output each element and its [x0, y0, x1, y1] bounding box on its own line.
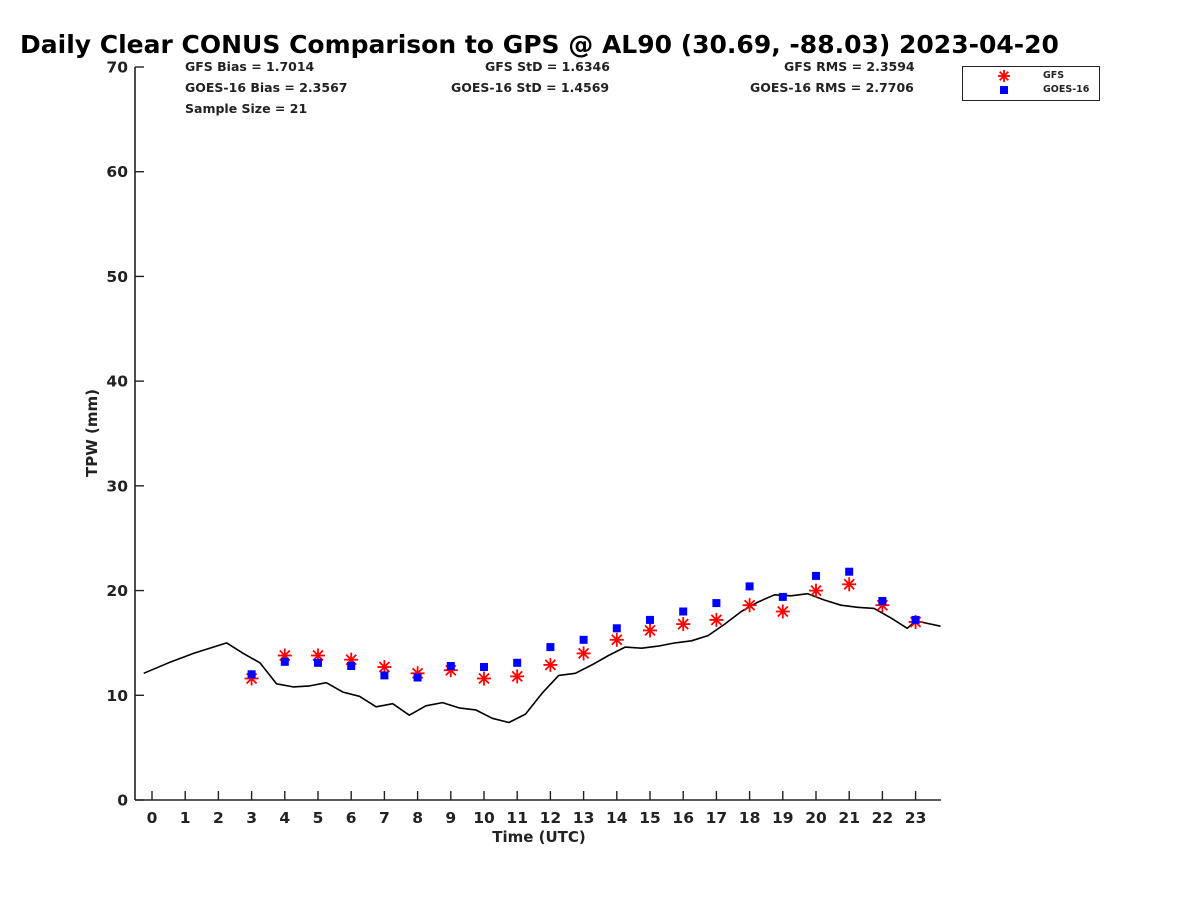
- goes-point: [280, 657, 289, 666]
- sample-size-text: Sample Size = 21: [185, 101, 308, 116]
- legend: GFS GOES-16: [962, 66, 1100, 101]
- legend-item-gfs: GFS: [963, 69, 1099, 83]
- x-tick-label: 11: [506, 809, 528, 827]
- gfs-std-text: GFS StD = 1.6346: [485, 59, 610, 74]
- goes-bias-text: GOES-16 Bias = 2.3567: [185, 80, 348, 95]
- goes-std-text: GOES-16 StD = 1.4569: [451, 80, 610, 95]
- x-tick-label: 12: [540, 809, 562, 827]
- goes-point: [247, 670, 256, 679]
- goes-point: [446, 662, 455, 670]
- x-tick-label: 1: [180, 809, 191, 827]
- goes-point: [712, 599, 721, 608]
- gfs-rms-text: GFS RMS = 2.3594: [784, 59, 915, 74]
- legend-item-goes: GOES-16: [963, 83, 1099, 97]
- x-tick-label: 7: [379, 809, 390, 827]
- goes-point: [745, 582, 754, 591]
- x-tick-label: 5: [313, 809, 324, 827]
- x-tick-label: 21: [838, 809, 860, 827]
- goes-rms-text: GOES-16 RMS = 2.7706: [750, 80, 914, 95]
- gps-line: [143, 592, 941, 724]
- gfs-point: [842, 577, 857, 592]
- goes-point: [546, 643, 555, 652]
- gfs-point: [576, 646, 591, 661]
- legend-label-goes: GOES-16: [1043, 84, 1090, 95]
- goes-point: [646, 615, 654, 624]
- gfs-point: [543, 657, 558, 672]
- x-axis-label: Time (UTC): [492, 828, 586, 846]
- x-tick-label: 8: [412, 809, 423, 827]
- goes-point: [612, 624, 621, 633]
- gfs-point: [676, 617, 691, 632]
- gfs-point: [809, 583, 823, 598]
- y-tick-label: 10: [106, 687, 128, 705]
- goes-point: [778, 592, 787, 601]
- x-tick-label: 3: [246, 809, 257, 827]
- x-tick-label: 6: [346, 809, 357, 827]
- x-tick-label: 16: [672, 809, 694, 827]
- y-tick-label: 30: [106, 477, 128, 495]
- gfs-point: [477, 671, 491, 686]
- y-tick-label: 60: [106, 163, 128, 181]
- goes-point: [812, 571, 820, 580]
- goes-point: [845, 567, 854, 576]
- x-tick-label: 10: [473, 809, 495, 827]
- goes-point: [911, 615, 920, 624]
- goes-point: [413, 673, 422, 682]
- x-tick-label: 14: [606, 809, 628, 827]
- asterisk-icon: [998, 70, 1010, 82]
- x-tick-label: 20: [805, 809, 827, 827]
- y-tick-label: 0: [117, 792, 128, 810]
- y-tick-label: 50: [106, 268, 128, 286]
- goes-point: [513, 658, 522, 667]
- y-axis-label: TPW (mm): [83, 389, 101, 477]
- legend-label-gfs: GFS: [1043, 70, 1065, 81]
- y-tick-label: 40: [106, 373, 128, 391]
- y-tick-label: 70: [106, 59, 128, 77]
- gfs-point: [742, 598, 757, 613]
- goes-point: [579, 635, 588, 644]
- square-icon: [1000, 86, 1008, 94]
- goes-point: [480, 663, 488, 671]
- x-tick-label: 23: [905, 809, 927, 827]
- gfs-point: [510, 669, 525, 684]
- gfs-bias-text: GFS Bias = 1.7014: [185, 59, 315, 74]
- x-tick-label: 13: [573, 809, 595, 827]
- goes-point: [314, 658, 322, 667]
- x-tick-label: 4: [279, 809, 290, 827]
- x-tick-label: 19: [772, 809, 794, 827]
- gfs-point: [709, 612, 724, 627]
- x-tick-label: 18: [739, 809, 761, 827]
- x-tick-label: 17: [706, 809, 728, 827]
- x-tick-label: 22: [872, 809, 894, 827]
- x-tick-label: 2: [213, 809, 224, 827]
- gps-line-series: [143, 592, 941, 724]
- goes-point: [347, 662, 356, 670]
- gfs-point: [643, 623, 657, 638]
- gfs-point: [609, 632, 624, 647]
- goes-series: [247, 567, 920, 682]
- x-tick-label: 9: [445, 809, 456, 827]
- x-tick-label: 0: [147, 809, 158, 827]
- y-tick-label: 20: [106, 582, 128, 600]
- goes-point: [878, 597, 887, 605]
- chart-title: Daily Clear CONUS Comparison to GPS @ AL…: [20, 30, 1059, 59]
- x-tick-label: 15: [639, 809, 661, 827]
- goes-point: [380, 671, 389, 680]
- gfs-point: [775, 604, 790, 619]
- goes-point: [679, 607, 688, 616]
